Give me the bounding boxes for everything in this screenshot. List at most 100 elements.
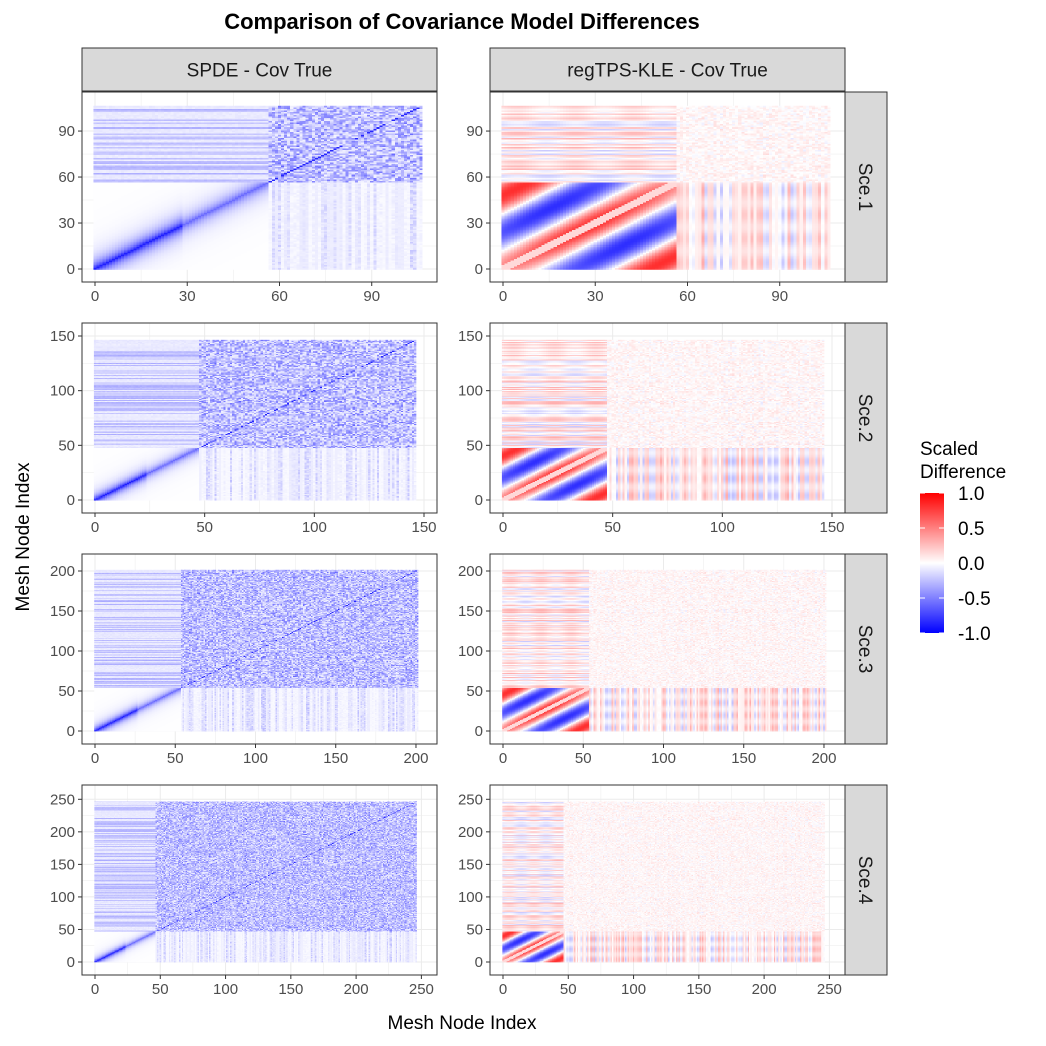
panel-4-1: 00 50 50 100 100 150 150 200 200 250 250 xyxy=(50,784,438,998)
panel-border xyxy=(81,91,438,283)
y-tick-label: 0 xyxy=(475,492,483,509)
y-tick-label: 100 xyxy=(458,889,483,906)
heatmap-tiles xyxy=(502,569,827,732)
x-tick-label: 0 xyxy=(91,288,99,305)
y-tick-label: 0 xyxy=(67,261,75,278)
y-tick-label: 150 xyxy=(458,603,483,620)
x-tick-label: 0 xyxy=(499,981,507,998)
x-tick-label: 50 xyxy=(152,981,169,998)
x-tick-label: 60 xyxy=(679,288,696,305)
panel-2-2: 00 50 50 100 100 150 150 xyxy=(458,322,846,536)
x-tick-label: 60 xyxy=(271,288,288,305)
row-strip-label-2: Sce.2 xyxy=(854,394,875,443)
x-tick-label: 200 xyxy=(752,981,777,998)
x-tick-label: 90 xyxy=(363,288,380,305)
heatmap-tiles xyxy=(501,105,831,270)
heatmap-tiles xyxy=(502,801,825,963)
heatmap-tiles xyxy=(93,339,417,501)
panel-border xyxy=(489,553,846,745)
panel-1-1: 00 30 30 60 60 90 90 xyxy=(58,91,438,305)
y-tick-label: 250 xyxy=(458,791,483,808)
y-tick-label: 60 xyxy=(466,169,483,186)
y-tick-label: 0 xyxy=(475,954,483,971)
x-tick-label: 250 xyxy=(817,981,842,998)
y-tick-label: 0 xyxy=(67,723,75,740)
y-tick-label: 200 xyxy=(458,563,483,580)
y-tick-label: 200 xyxy=(50,563,75,580)
x-tick-label: 200 xyxy=(344,981,369,998)
x-tick-label: 100 xyxy=(213,981,238,998)
y-tick-label: 90 xyxy=(466,123,483,140)
panel-3-2: 00 50 50 100 100 150 150 200 200 xyxy=(458,553,846,767)
x-tick-label: 0 xyxy=(91,981,99,998)
y-tick-label: 150 xyxy=(50,856,75,873)
panel-border xyxy=(81,784,438,976)
panel-border xyxy=(489,322,846,514)
y-tick-label: 50 xyxy=(58,921,75,938)
x-tick-label: 0 xyxy=(499,288,507,305)
y-tick-label: 50 xyxy=(58,437,75,454)
x-tick-label: 50 xyxy=(167,750,184,767)
y-tick-label: 150 xyxy=(50,603,75,620)
x-tick-label: 50 xyxy=(196,519,213,536)
x-tick-label: 150 xyxy=(819,519,844,536)
x-tick-label: 50 xyxy=(560,981,577,998)
x-tick-label: 0 xyxy=(91,750,99,767)
legend-title-line2: Difference xyxy=(920,462,1006,483)
x-tick-label: 200 xyxy=(403,750,428,767)
color-legend: Scaled Difference 1.0 0.5 0.0 -0.5 -1.0 xyxy=(920,439,1006,645)
column-strips: SPDE - Cov True regTPS-KLE - Cov True xyxy=(81,47,846,92)
y-tick-label: 50 xyxy=(466,683,483,700)
x-tick-label: 150 xyxy=(686,981,711,998)
panel-2-1: 00 50 50 100 100 150 150 xyxy=(50,322,438,536)
column-strip-label-1: SPDE - Cov True xyxy=(187,61,333,82)
x-tick-label: 150 xyxy=(731,750,756,767)
y-tick-label: 250 xyxy=(50,791,75,808)
x-tick-label: 200 xyxy=(811,750,836,767)
y-tick-label: 100 xyxy=(50,889,75,906)
heatmap-tiles xyxy=(94,801,417,963)
x-tick-label: 30 xyxy=(587,288,604,305)
y-tick-label: 100 xyxy=(50,643,75,660)
heatmap-tiles xyxy=(93,105,423,270)
x-tick-label: 100 xyxy=(243,750,268,767)
panel-border xyxy=(489,784,846,976)
row-strip-4 xyxy=(844,784,888,976)
chart-title: Comparison of Covariance Model Differenc… xyxy=(224,9,700,34)
y-tick-label: 200 xyxy=(50,824,75,841)
y-tick-label: 0 xyxy=(67,954,75,971)
row-strip-label-3: Sce.3 xyxy=(854,625,875,674)
x-tick-label: 90 xyxy=(771,288,788,305)
heatmap-panels: 0030306060909000303060609090005050100100… xyxy=(50,91,846,998)
y-tick-label: 100 xyxy=(458,383,483,400)
row-strip-label-4: Sce.4 xyxy=(854,856,875,905)
panel-3-1: 00 50 50 100 100 150 150 200 200 xyxy=(50,553,438,767)
x-tick-label: 0 xyxy=(499,519,507,536)
y-tick-label: 30 xyxy=(466,215,483,232)
y-tick-label: 150 xyxy=(50,328,75,345)
row-strip-1 xyxy=(844,91,888,283)
panel-1-2: 00 30 30 60 60 90 90 xyxy=(466,91,846,305)
y-tick-label: 90 xyxy=(58,123,75,140)
y-tick-label: 0 xyxy=(475,723,483,740)
row-strip-2 xyxy=(844,322,888,514)
x-tick-label: 150 xyxy=(411,519,436,536)
row-strip-3 xyxy=(844,553,888,745)
y-tick-label: 0 xyxy=(67,492,75,509)
panel-border xyxy=(81,553,438,745)
panel-border xyxy=(489,91,846,283)
x-tick-label: 50 xyxy=(604,519,621,536)
legend-label: 0.0 xyxy=(958,554,984,575)
x-tick-label: 100 xyxy=(621,981,646,998)
x-tick-label: 100 xyxy=(302,519,327,536)
x-tick-label: 150 xyxy=(323,750,348,767)
x-tick-label: 30 xyxy=(179,288,196,305)
x-tick-label: 50 xyxy=(575,750,592,767)
y-tick-label: 50 xyxy=(466,921,483,938)
x-tick-label: 150 xyxy=(278,981,303,998)
column-strip-2 xyxy=(489,47,846,92)
y-tick-label: 100 xyxy=(458,643,483,660)
y-tick-label: 150 xyxy=(458,856,483,873)
y-tick-label: 50 xyxy=(466,437,483,454)
